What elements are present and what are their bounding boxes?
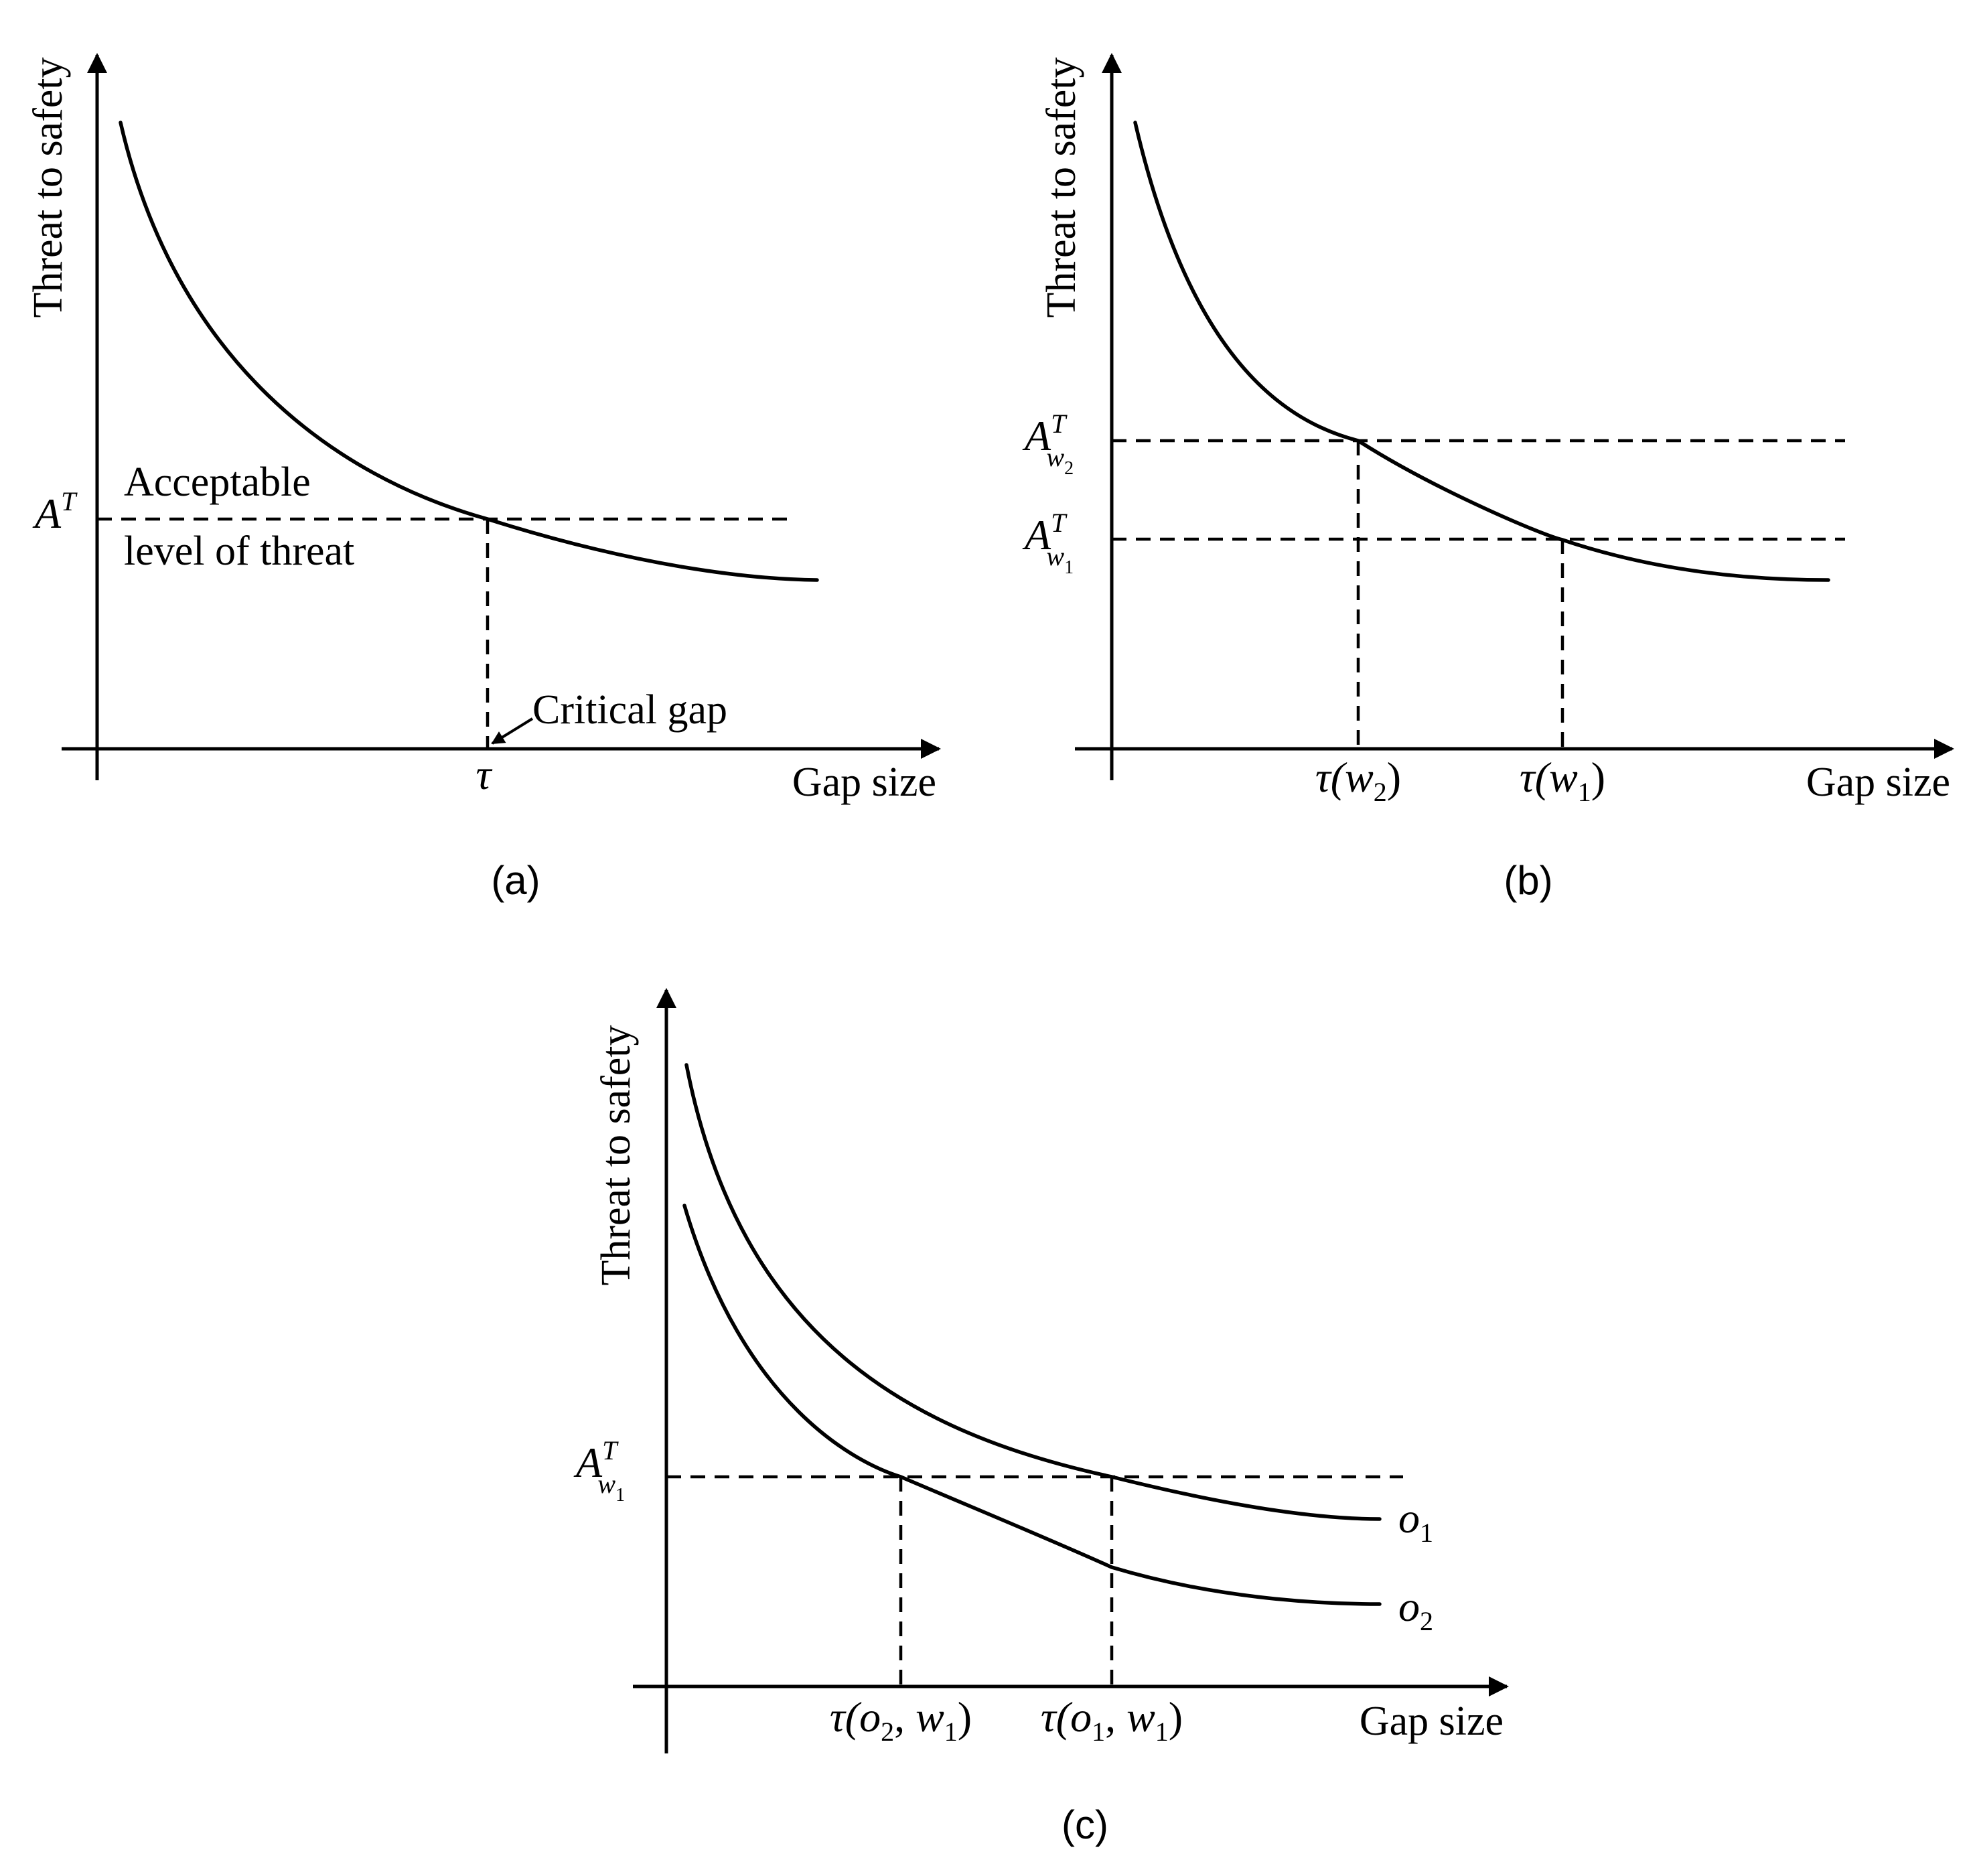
- panel-c-curve-o2: [682, 1204, 1382, 1606]
- panel-c-threshold-symbol: AT w1: [573, 1435, 625, 1506]
- panel-a-tau-label: τ: [476, 751, 493, 798]
- panel-c-o2-label: o2: [1398, 1583, 1433, 1636]
- panel-b-caption: (b): [1504, 858, 1552, 903]
- panel-b-tau-w2-label: τ(w2): [1315, 753, 1401, 807]
- panel-a: Threat to safety Gap size AT Acceptable …: [25, 53, 941, 903]
- panel-b-threat-curve: [1133, 121, 1830, 582]
- panel-a-y-axis-label: Threat to safety: [25, 57, 71, 317]
- panel-a-critical-gap-label: Critical gap: [532, 687, 727, 733]
- panel-c-x-axis-label: Gap size: [1360, 1699, 1504, 1744]
- panel-b-threshold-w2-symbol: AT w2: [1022, 409, 1074, 479]
- panel-c-tau-o2-w1-label: τ(o2, w1): [830, 1693, 972, 1747]
- panel-a-annotation-arrow: [491, 717, 534, 745]
- panel-c-o1-label: o1: [1398, 1494, 1433, 1548]
- panel-b-tau-w1-label: τ(w1): [1520, 753, 1605, 807]
- panel-a-threat-curve: [119, 121, 819, 582]
- panel-a-acceptable-label: Acceptable: [124, 459, 311, 505]
- panel-a-x-axis-label: Gap size: [792, 760, 936, 805]
- panel-c: Threat to safety Gap size AT w1 o1 o2 τ(o…: [573, 988, 1509, 1847]
- panel-a-threshold-symbol: AT: [32, 486, 78, 537]
- panel-b-threshold-w1-symbol: AT w1: [1022, 508, 1074, 578]
- panel-c-tau-o1-w1-label: τ(o1, w1): [1041, 1693, 1183, 1747]
- panel-c-y-axis-label: Threat to safety: [593, 1025, 639, 1285]
- panel-a-acceptable-label-2: level of threat: [124, 528, 354, 574]
- panel-c-caption: (c): [1062, 1802, 1108, 1847]
- panel-b-x-axis-label: Gap size: [1806, 760, 1950, 805]
- panel-a-caption: (a): [491, 858, 540, 903]
- panel-b-y-axis-label: Threat to safety: [1039, 57, 1084, 317]
- panel-c-curve-o1: [684, 1063, 1382, 1521]
- panel-b: Threat to safety Gap size AT w2 AT w1 τ(w2…: [1022, 53, 1954, 903]
